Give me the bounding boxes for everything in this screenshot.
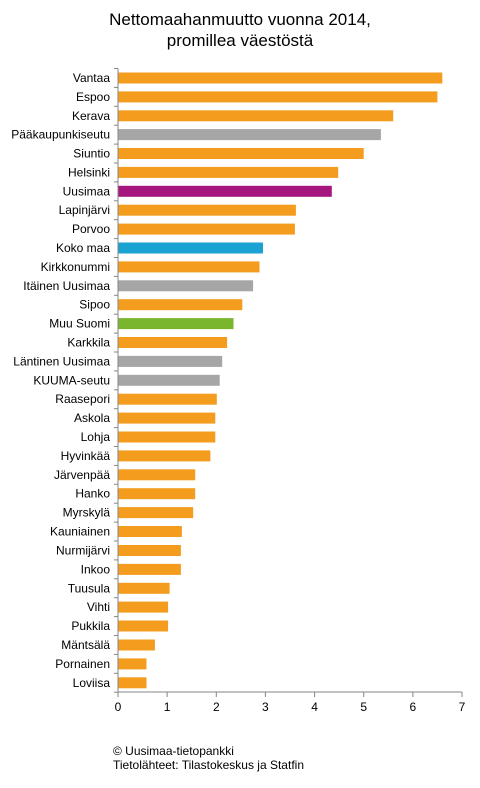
bar — [118, 374, 220, 386]
bar — [118, 91, 438, 103]
x-tick-label: 5 — [360, 700, 367, 714]
category-label: Raasepori — [55, 392, 110, 406]
bar — [118, 450, 211, 462]
x-tick-label: 1 — [164, 700, 171, 714]
category-label: Sipoo — [79, 298, 110, 312]
bar — [118, 166, 339, 178]
bar — [118, 488, 196, 500]
bars — [118, 72, 443, 689]
category-label: Helsinki — [68, 165, 110, 179]
bar — [118, 148, 364, 159]
category-label: Kerava — [72, 109, 110, 123]
category-label: Muu Suomi — [49, 317, 110, 331]
category-label: Loviisa — [73, 676, 111, 690]
category-label: Siuntio — [73, 147, 110, 161]
bar — [118, 355, 223, 367]
category-label: Vihti — [87, 600, 110, 614]
x-tick-label: 7 — [459, 700, 466, 714]
category-label: Koko maa — [56, 241, 110, 255]
bar — [118, 412, 216, 424]
bar — [118, 677, 147, 689]
x-axis: 0 1 2 3 4 5 6 7 — [114, 68, 466, 714]
category-label: Mäntsälä — [61, 638, 110, 652]
data-sources: Tietolähteet: Tilastokeskus ja Statfin — [113, 758, 304, 772]
bar — [118, 601, 169, 613]
bar — [118, 658, 147, 670]
bar — [118, 72, 443, 84]
bar — [118, 431, 216, 443]
category-label: Nurmijärvi — [56, 544, 110, 558]
bar — [118, 110, 394, 122]
bar — [118, 318, 234, 330]
category-labels: Vantaa Espoo Kerava Pääkaupunkiseutu Siuntio… — [11, 71, 110, 690]
category-label: Askola — [74, 411, 110, 425]
category-label: Pukkila — [71, 619, 110, 633]
bar — [118, 526, 182, 537]
category-label: Uusimaa — [63, 184, 111, 198]
x-tick-label: 2 — [213, 700, 220, 714]
category-label: Lohja — [81, 430, 111, 444]
category-label: Hanko — [75, 487, 110, 501]
bar — [118, 242, 263, 254]
bar — [118, 337, 228, 348]
category-label: KUUMA-seutu — [33, 373, 110, 387]
chart-title: Nettomaahanmuutto vuonna 2014, — [109, 10, 371, 29]
bar — [118, 261, 260, 273]
category-label: Pornainen — [55, 657, 110, 671]
x-tick-label: 4 — [311, 700, 318, 714]
bar — [118, 223, 295, 235]
bar — [118, 129, 381, 141]
chart-subtitle: promillea väestöstä — [166, 31, 314, 50]
bar — [118, 545, 181, 556]
category-label: Porvoo — [72, 222, 110, 236]
bar — [118, 639, 155, 651]
source-credit: © Uusimaa-tietopankki — [113, 744, 234, 758]
x-tick-label: 6 — [410, 700, 417, 714]
category-label: Inkoo — [81, 562, 111, 576]
category-label: Pääkaupunkiseutu — [11, 128, 110, 142]
category-label: Kauniainen — [50, 525, 110, 539]
category-label: Järvenpää — [54, 468, 110, 482]
category-label: Myrskylä — [63, 506, 111, 520]
category-label: Karkkila — [67, 336, 110, 350]
bar — [118, 185, 332, 197]
bar — [118, 582, 170, 594]
bar — [118, 204, 296, 216]
bar — [118, 280, 254, 292]
x-tick-label: 0 — [115, 700, 122, 714]
bar — [118, 469, 196, 481]
category-label: Itäinen Uusimaa — [23, 279, 110, 293]
category-label: Vantaa — [73, 71, 110, 85]
category-label: Läntinen Uusimaa — [13, 354, 110, 368]
bar — [118, 393, 217, 405]
category-label: Kirkkonummi — [41, 260, 110, 274]
bar — [118, 563, 181, 575]
bar — [118, 620, 169, 632]
bar — [118, 507, 194, 519]
category-label: Espoo — [76, 90, 110, 104]
category-label: Lapinjärvi — [59, 203, 110, 217]
category-label: Tuusula — [68, 581, 111, 595]
x-tick-label: 3 — [262, 700, 269, 714]
bar — [118, 299, 243, 311]
category-label: Hyvinkää — [61, 449, 111, 463]
